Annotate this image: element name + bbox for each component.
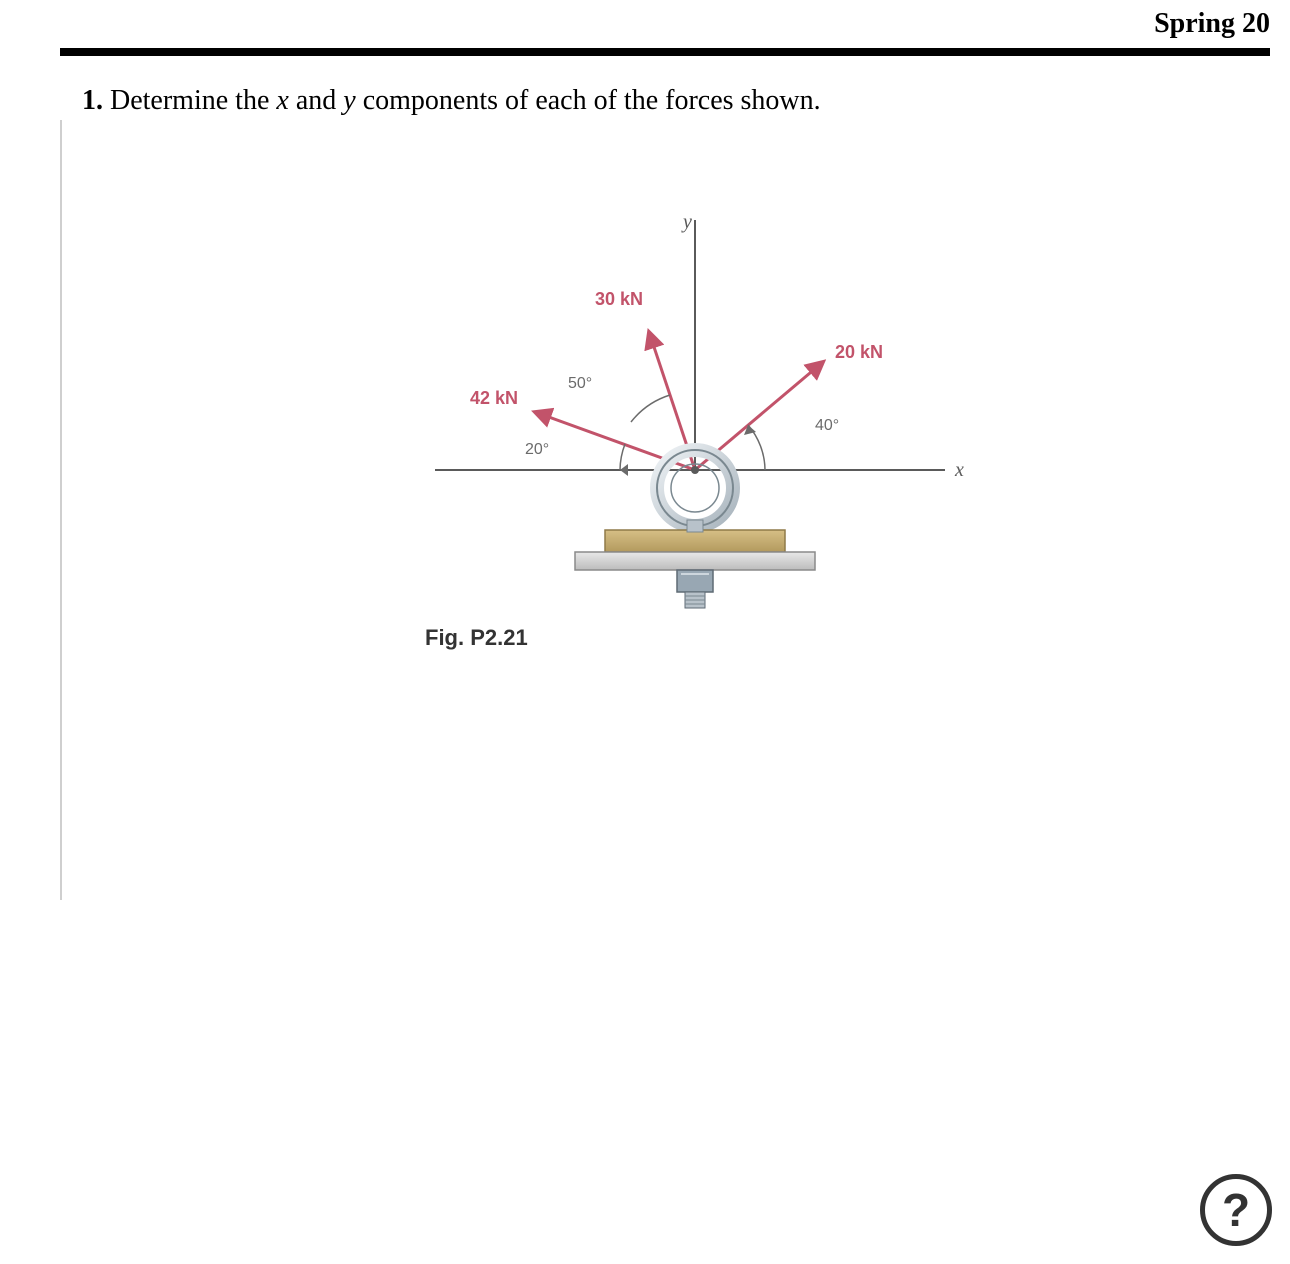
- help-button[interactable]: ?: [1200, 1174, 1272, 1246]
- force-30kn-label: 30 kN: [595, 289, 643, 309]
- problem-text-2: components of each of the forces shown.: [356, 85, 821, 116]
- force-20kn-label: 20 kN: [835, 342, 883, 362]
- angle-20-label: 20°: [525, 441, 549, 458]
- angle-40-label: 40°: [815, 417, 839, 434]
- problem-text-1: Determine the: [110, 85, 276, 116]
- figure-p2-21: x y 20 kN 40° 30 kN 50° 42 kN 20°: [425, 210, 985, 670]
- header-rule: [60, 48, 1270, 56]
- angle-50-label: 50°: [568, 375, 592, 392]
- problem-statement: 1. Determine the x and y components of e…: [82, 82, 821, 120]
- var-x: x: [276, 85, 288, 116]
- problem-number: 1.: [82, 85, 103, 116]
- force-42kn-label: 42 kN: [470, 388, 518, 408]
- left-margin-rule: [60, 120, 62, 900]
- axis-y-label: y: [681, 211, 692, 233]
- axis-x-label: x: [954, 459, 964, 481]
- help-icon: ?: [1222, 1183, 1250, 1237]
- figure-caption: Fig. P2.21: [425, 625, 528, 651]
- problem-and: and: [289, 85, 343, 116]
- term-header: Spring 20: [1154, 8, 1270, 40]
- var-y: y: [343, 85, 355, 116]
